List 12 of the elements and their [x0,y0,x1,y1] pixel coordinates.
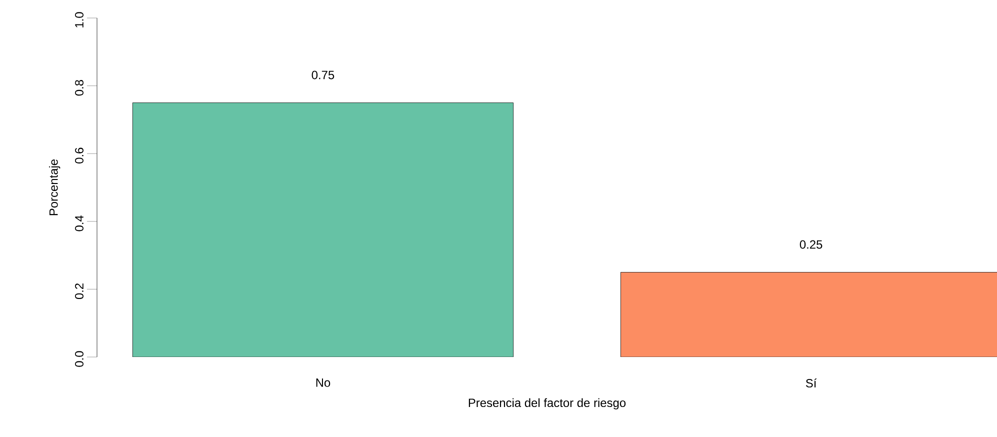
x-tick-label: Sí [806,378,817,388]
y-tick-label: 0.2 [75,283,84,300]
y-tick-label: 0.4 [75,215,84,232]
x-tick-label: No [316,378,330,387]
data-label: 0.75 [312,70,334,80]
y-tick-label: 0.6 [75,148,84,164]
y-tick-label: 0.0 [75,351,84,367]
y-tick-label: 1.0 [75,12,84,28]
data-label: 0.25 [800,240,822,249]
y-axis-title: Porcentaje [49,159,60,216]
x-axis-title: Presencia del factor de riesgo [468,398,626,410]
y-tick-label: 0.8 [75,80,84,96]
